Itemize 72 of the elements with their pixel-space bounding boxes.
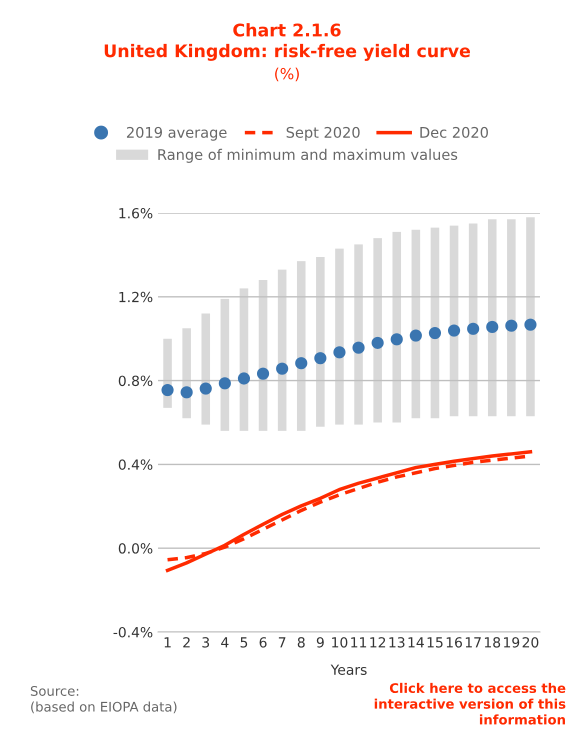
x-axis-title: Years [330, 664, 367, 675]
bar [507, 219, 516, 416]
chart-subtitle: (%) [275, 68, 299, 82]
x-tick-label: 4 [221, 637, 228, 648]
bar [240, 288, 248, 431]
bar [373, 238, 382, 422]
bar [412, 230, 420, 418]
bar [526, 217, 535, 416]
x-tick-label: 14 [408, 637, 424, 648]
bar [258, 280, 268, 431]
x-tick-label: 3 [202, 637, 210, 648]
x-tick-label: 9 [316, 637, 324, 648]
point [333, 346, 346, 358]
legend-label: Range of minimum and maximum values [158, 148, 458, 163]
point [256, 368, 270, 380]
bar [488, 219, 497, 416]
point [218, 377, 231, 390]
point [467, 322, 480, 335]
y-tick-label: -0.4% [114, 626, 152, 638]
x-tick-label: 10 [332, 637, 348, 648]
legend-label: Dec 2020 [420, 126, 488, 138]
x-tick-label: 17 [466, 637, 481, 648]
x-tick-label: 16 [446, 637, 462, 648]
bar [278, 270, 286, 431]
bar [335, 248, 344, 425]
point [486, 320, 498, 334]
x-tick-label: 11 [351, 637, 366, 648]
y-tick-label: 0.8% [118, 376, 152, 386]
point [200, 382, 212, 395]
x-tick-label: 19 [504, 637, 520, 648]
bar [220, 298, 230, 431]
x-tick-label: 7 [278, 637, 286, 648]
point [428, 326, 442, 340]
x-tick-label: 15 [428, 637, 443, 648]
x-tick-label: 12 [370, 637, 386, 648]
point [180, 386, 193, 398]
point [524, 318, 537, 331]
x-tick-label: 5 [240, 637, 248, 648]
x-tick-label: 8 [298, 637, 305, 648]
text: Click here to access the interactive version of this information [374, 682, 566, 725]
bar [468, 223, 478, 416]
legend-label: 2019 average [126, 126, 227, 141]
legend-label: Sept 2020 [286, 126, 360, 141]
bar [392, 232, 402, 422]
x-tick-label: 1 [164, 637, 171, 648]
bar [316, 256, 325, 427]
point [505, 320, 518, 332]
y-tick-label: 1.2% [119, 292, 152, 302]
bar [450, 226, 458, 416]
point [410, 329, 422, 342]
y-tick-label: 1.6% [119, 208, 152, 218]
x-tick-label: 6 [260, 637, 267, 648]
bar [354, 244, 363, 425]
point [448, 324, 460, 337]
source-note: Source: (based on EIOPA data) [30, 686, 176, 714]
point [238, 372, 250, 385]
x-tick-label: 2 [183, 637, 190, 648]
point [276, 362, 288, 375]
point [352, 342, 365, 354]
point [161, 384, 174, 396]
point [390, 333, 403, 346]
x-tick-label: 13 [389, 637, 404, 648]
point [314, 352, 326, 364]
chart-title: Chart 2.1.6 United Kingdom: risk-free yield curve [104, 23, 470, 61]
bar [430, 228, 440, 418]
x-tick-label: 20 [522, 637, 538, 648]
y-tick-label: 0.4% [118, 459, 152, 470]
point [372, 336, 384, 349]
bar [296, 261, 306, 431]
point [295, 357, 308, 370]
x-tick-label: 18 [484, 637, 500, 648]
y-tick-label: 0.0% [118, 543, 152, 554]
